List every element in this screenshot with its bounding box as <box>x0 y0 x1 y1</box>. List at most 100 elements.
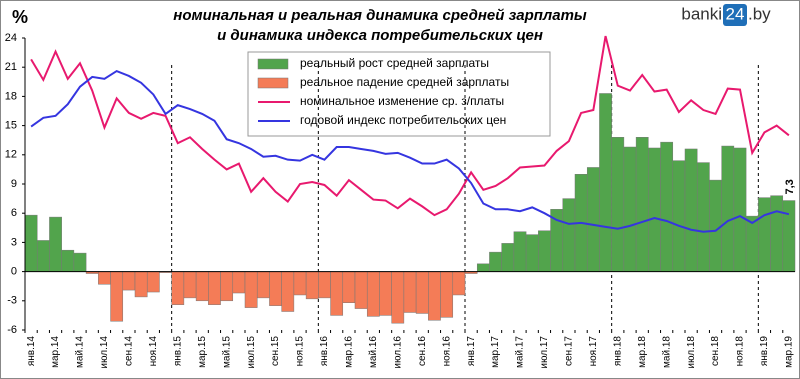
chart-title: и динамика индекса потребительских цен <box>217 27 543 44</box>
bar <box>256 271 270 299</box>
bar <box>440 271 454 318</box>
bar <box>305 271 319 300</box>
y-tick-label: 15 <box>5 120 17 132</box>
x-tick-label: июл.16 <box>392 336 403 369</box>
watermark-text: 24 <box>726 4 745 23</box>
watermark-text: .by <box>748 4 771 23</box>
bar <box>98 271 111 285</box>
bar <box>318 271 331 299</box>
y-tick-label: -3 <box>7 295 17 307</box>
bar <box>122 271 136 291</box>
bar <box>635 137 649 272</box>
x-tick-label: ноя.18 <box>735 336 746 367</box>
bar <box>354 271 368 309</box>
bar <box>134 271 148 298</box>
x-tick-label: янв.17 <box>466 336 477 367</box>
value-label: 7,3 <box>784 179 796 194</box>
legend-label: реальный рост средней зарплаты <box>300 56 489 70</box>
bar <box>366 271 380 317</box>
bar <box>782 200 796 272</box>
bar <box>476 263 490 272</box>
bar <box>281 271 295 312</box>
x-tick-label: сен.15 <box>270 336 281 366</box>
bar <box>525 234 539 272</box>
watermark: banki 24 .by <box>681 4 771 26</box>
x-tick-label: май.14 <box>75 336 86 368</box>
x-tick-label: мар.19 <box>784 336 795 368</box>
line <box>30 69 790 233</box>
x-tick-label: янв.16 <box>319 336 330 367</box>
x-tick-label: янв.14 <box>26 336 37 367</box>
bar <box>73 252 87 272</box>
x-tick-label: май.15 <box>221 336 232 368</box>
bar <box>758 197 771 272</box>
bar <box>745 215 759 272</box>
x-tick-label: ноя.15 <box>295 336 306 367</box>
bar <box>733 147 747 272</box>
bar <box>403 271 417 313</box>
bar <box>672 160 686 272</box>
y-tick-label: 18 <box>5 90 17 102</box>
bar <box>110 271 124 322</box>
x-tick-label: мар.16 <box>344 336 355 368</box>
legend-label: номинальное изменение ср. з/платы <box>300 94 504 108</box>
bar <box>709 179 722 272</box>
bar <box>24 214 38 272</box>
x-tick-label: сен.18 <box>710 336 721 366</box>
bar <box>452 271 466 296</box>
bar <box>586 167 600 272</box>
y-tick-label: 0 <box>11 266 17 278</box>
y-tick-label: 3 <box>11 236 17 248</box>
bar <box>562 198 576 272</box>
x-tick-label: сен.16 <box>417 336 428 366</box>
bar <box>220 271 234 302</box>
bar <box>293 271 307 296</box>
legend-swatch <box>257 77 289 89</box>
bar <box>770 195 784 272</box>
y-tick-label: 9 <box>11 178 17 190</box>
x-tick-label: май.16 <box>368 336 379 368</box>
bar <box>61 249 75 272</box>
bar <box>599 93 612 272</box>
bar <box>684 148 698 272</box>
x-tick-label: ноя.14 <box>148 336 159 367</box>
bar <box>648 147 661 272</box>
bar <box>501 243 515 272</box>
x-tick-label: мар.17 <box>490 336 501 368</box>
bar <box>49 216 62 272</box>
x-tick-label: июл.18 <box>686 336 697 369</box>
x-tick-label: сен.17 <box>564 336 575 366</box>
x-tick-label: ноя.16 <box>441 336 452 367</box>
y-tick-label: 12 <box>5 149 17 161</box>
x-tick-label: июл.17 <box>539 336 550 369</box>
bar <box>183 271 197 299</box>
legend-label: реальное падение средней зарплаты <box>300 75 509 89</box>
bar <box>696 162 710 272</box>
x-tick-label: янв.15 <box>172 336 183 367</box>
bar <box>660 141 674 272</box>
y-tick-label: -6 <box>7 324 17 336</box>
bar <box>146 271 160 293</box>
bar <box>415 271 429 314</box>
unit-label: % <box>12 7 28 27</box>
bar <box>379 271 392 316</box>
watermark-text: banki <box>681 4 722 23</box>
watermark-box <box>723 4 747 26</box>
bar <box>513 231 527 272</box>
x-tick-label: мар.15 <box>197 336 208 368</box>
bar <box>208 271 221 305</box>
x-tick-label: июл.15 <box>246 336 257 369</box>
bar <box>36 240 50 272</box>
x-tick-label: ноя.17 <box>588 336 599 367</box>
x-tick-label: май.17 <box>515 336 526 368</box>
x-tick-label: май.18 <box>661 336 672 368</box>
bar <box>232 271 246 294</box>
bar <box>391 271 405 324</box>
bar <box>269 271 282 306</box>
y-tick-label: 6 <box>11 207 17 219</box>
x-tick-label: янв.18 <box>612 336 623 367</box>
y-tick-label: 21 <box>5 61 17 73</box>
y-tick-label: 24 <box>5 32 17 44</box>
x-tick-label: июл.14 <box>99 336 110 369</box>
bar <box>342 271 356 303</box>
